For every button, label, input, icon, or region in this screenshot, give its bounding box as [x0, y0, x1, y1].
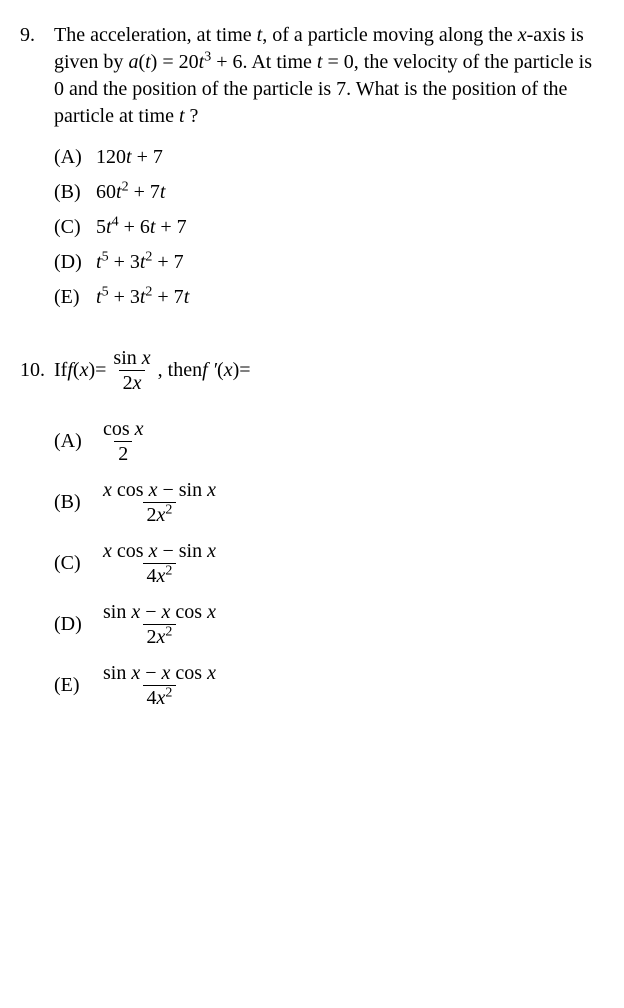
problem-10: 10. If f ( x ) = sin x 2x , then f ′ ( x… [20, 347, 604, 709]
choice-letter: (C) [54, 550, 96, 577]
fraction-numerator: cos x [99, 418, 148, 441]
choice-letter: (E) [54, 672, 96, 699]
choice-letter: (A) [54, 144, 96, 171]
problem-number: 9. [20, 22, 50, 49]
choice-fraction: sin x − x cos x 4x2 [99, 662, 220, 709]
choice-expr: 120t + 7 [96, 144, 163, 171]
choice-fraction: cos x 2 [99, 418, 148, 465]
problem-9: 9. The acceleration, at time t, of a par… [20, 22, 604, 311]
fraction-numerator: sin x − x cos x [99, 662, 220, 685]
fraction-denominator: 4x2 [143, 563, 177, 587]
choice-expr: t5 + 3t2 + 7 [96, 249, 184, 276]
choice-10-e: (E) sin x − x cos x 4x2 [54, 662, 604, 709]
choice-letter: (D) [54, 249, 96, 276]
choices-9: (A) 120t + 7 (B) 60t2 + 7t (C) 5t4 + 6t … [54, 144, 604, 311]
paren-open: ( [217, 357, 224, 384]
choice-expr: 60t2 + 7t [96, 179, 165, 206]
paren-close: ) [233, 357, 240, 384]
choice-10-d: (D) sin x − x cos x 2x2 [54, 601, 604, 648]
paren-open: ( [73, 357, 80, 384]
choice-fraction: x cos x − sin x 2x2 [99, 479, 220, 526]
fprime-label: f ′ [202, 357, 217, 384]
problem-stem: The acceleration, at time t, of a partic… [54, 22, 604, 130]
problem-stem-mid: , then [158, 357, 202, 384]
x-label: x [224, 357, 233, 384]
fraction-numerator: x cos x − sin x [99, 479, 220, 502]
equals: = [95, 357, 106, 384]
choice-9-a: (A) 120t + 7 [54, 144, 604, 171]
choice-9-b: (B) 60t2 + 7t [54, 179, 604, 206]
problem-number: 10. [20, 357, 54, 384]
choice-letter: (E) [54, 284, 96, 311]
choice-letter: (A) [54, 428, 96, 455]
choice-expr: t5 + 3t2 + 7t [96, 284, 189, 311]
fraction-denominator: 2x2 [143, 624, 177, 648]
choice-letter: (D) [54, 611, 96, 638]
choice-9-d: (D) t5 + 3t2 + 7 [54, 249, 604, 276]
choice-10-b: (B) x cos x − sin x 2x2 [54, 479, 604, 526]
x-label: x [80, 357, 89, 384]
choice-fraction: x cos x − sin x 4x2 [99, 540, 220, 587]
choice-10-c: (C) x cos x − sin x 4x2 [54, 540, 604, 587]
fraction-denominator: 4x2 [143, 685, 177, 709]
choice-9-c: (C) 5t4 + 6t + 7 [54, 214, 604, 241]
paren-close: ) [88, 357, 95, 384]
choice-fraction: sin x − x cos x 2x2 [99, 601, 220, 648]
choices-10: (A) cos x 2 (B) x cos x − sin x 2x2 (C) … [54, 418, 604, 709]
fraction-denominator: 2x [119, 370, 146, 394]
fraction-denominator: 2 [114, 441, 132, 465]
choice-letter: (C) [54, 214, 96, 241]
problem-stem-trail: = [239, 357, 250, 384]
fraction-denominator: 2x2 [143, 502, 177, 526]
fraction-numerator: sin x − x cos x [99, 601, 220, 624]
problem-stem-lead: If [54, 357, 67, 384]
stem-fraction: sin x 2x [109, 347, 154, 394]
choice-9-e: (E) t5 + 3t2 + 7t [54, 284, 604, 311]
choice-expr: 5t4 + 6t + 7 [96, 214, 187, 241]
choice-letter: (B) [54, 179, 96, 206]
fraction-numerator: x cos x − sin x [99, 540, 220, 563]
fraction-numerator: sin x [109, 347, 154, 370]
choice-letter: (B) [54, 489, 96, 516]
choice-10-a: (A) cos x 2 [54, 418, 604, 465]
